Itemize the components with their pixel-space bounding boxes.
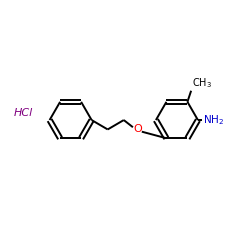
Text: CH$_3$: CH$_3$: [192, 76, 212, 90]
Text: HCl: HCl: [14, 108, 33, 118]
Text: NH$_2$: NH$_2$: [203, 113, 224, 127]
Text: O: O: [133, 124, 142, 134]
